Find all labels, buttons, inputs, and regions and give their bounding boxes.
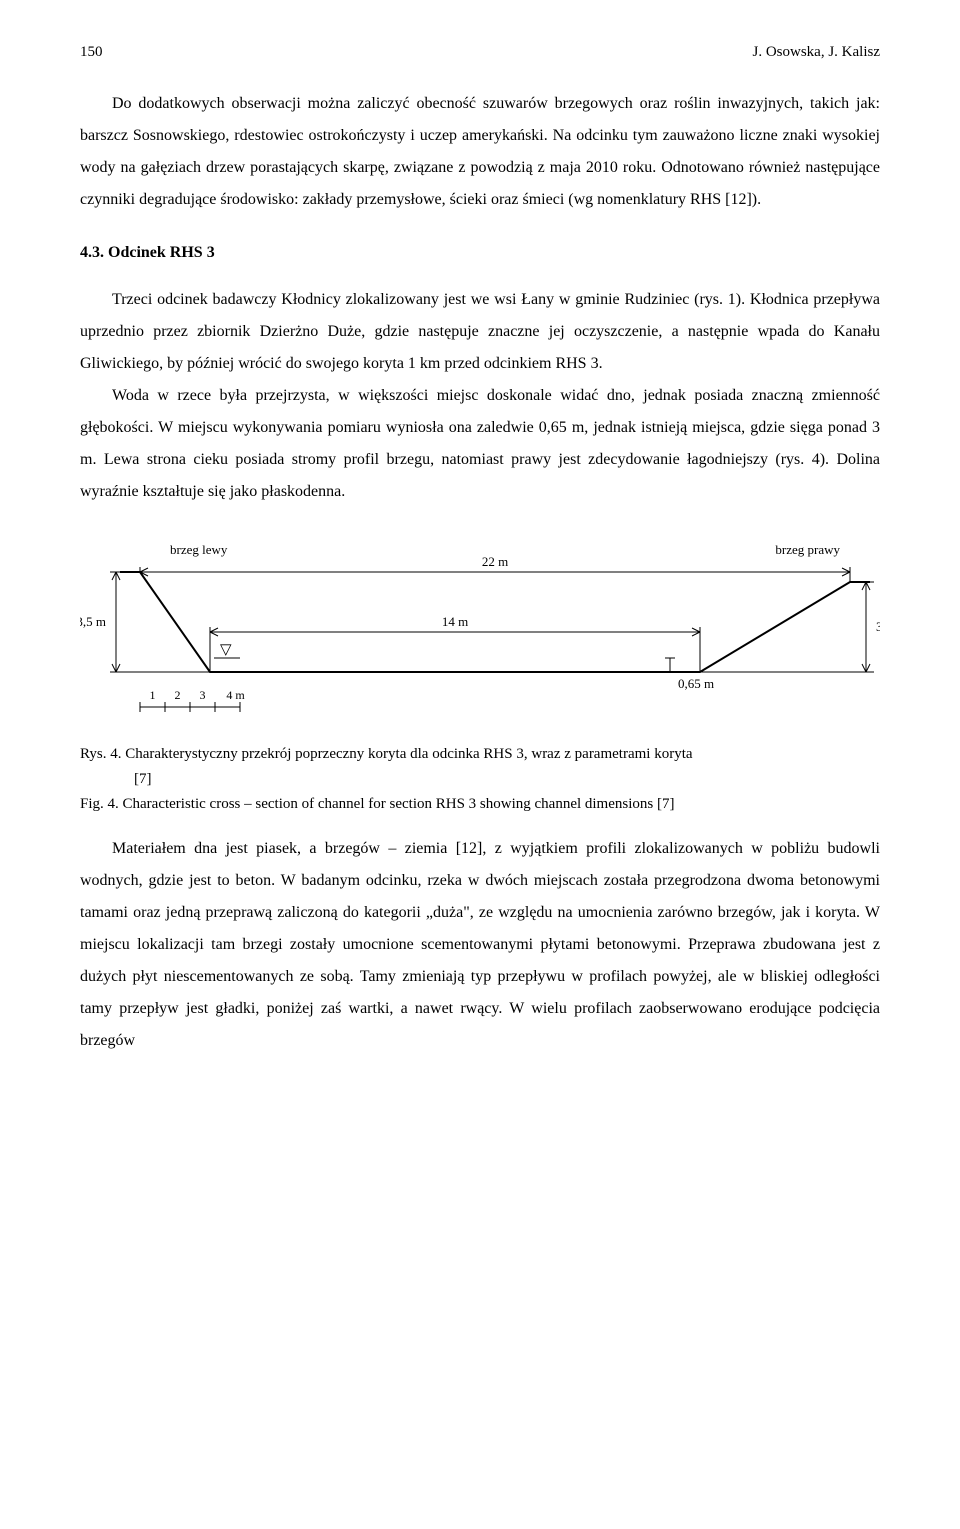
- section-number: 4.3.: [80, 244, 104, 261]
- caption-pl-text: Rys. 4. Charakterystyczny przekrój poprz…: [80, 746, 693, 762]
- section-title: Odcinek RHS 3: [108, 244, 215, 261]
- svg-text:3 m: 3 m: [876, 619, 880, 634]
- page-number: 150: [80, 40, 103, 64]
- svg-text:22 m: 22 m: [482, 554, 508, 569]
- section-heading: 4.3. Odcinek RHS 3: [80, 240, 880, 266]
- svg-text:4 m: 4 m: [226, 688, 245, 702]
- svg-text:brzeg lewy: brzeg lewy: [170, 542, 228, 557]
- svg-text:14 m: 14 m: [442, 614, 468, 629]
- paragraph-1: Do dodatkowych obserwacji można zaliczyć…: [80, 88, 880, 216]
- paragraph-2: Trzeci odcinek badawczy Kłodnicy zlokali…: [80, 284, 880, 380]
- figure-caption-en: Fig. 4. Characteristic cross – section o…: [80, 794, 880, 815]
- svg-text:3,5 m: 3,5 m: [80, 614, 106, 629]
- page-header: 150 J. Osowska, J. Kalisz: [80, 40, 880, 64]
- paragraph-4: Materiałem dna jest piasek, a brzegów – …: [80, 833, 880, 1057]
- svg-text:▽: ▽: [220, 642, 232, 658]
- figure-cross-section: ▽brzeg lewybrzeg prawy22 m14 m3,5 m3 m0,…: [80, 532, 880, 732]
- svg-text:brzeg prawy: brzeg prawy: [775, 542, 840, 557]
- header-authors: J. Osowska, J. Kalisz: [753, 40, 881, 64]
- cross-section-svg: ▽brzeg lewybrzeg prawy22 m14 m3,5 m3 m0,…: [80, 532, 880, 732]
- figure-caption-pl: Rys. 4. Charakterystyczny przekrój poprz…: [80, 744, 880, 765]
- paragraph-3: Woda w rzece była przejrzysta, w większo…: [80, 380, 880, 508]
- svg-text:2: 2: [175, 688, 181, 702]
- svg-text:1: 1: [150, 688, 156, 702]
- svg-text:3: 3: [200, 688, 206, 702]
- figure-caption-ref: [7]: [80, 769, 880, 790]
- svg-text:0,65 m: 0,65 m: [678, 676, 714, 691]
